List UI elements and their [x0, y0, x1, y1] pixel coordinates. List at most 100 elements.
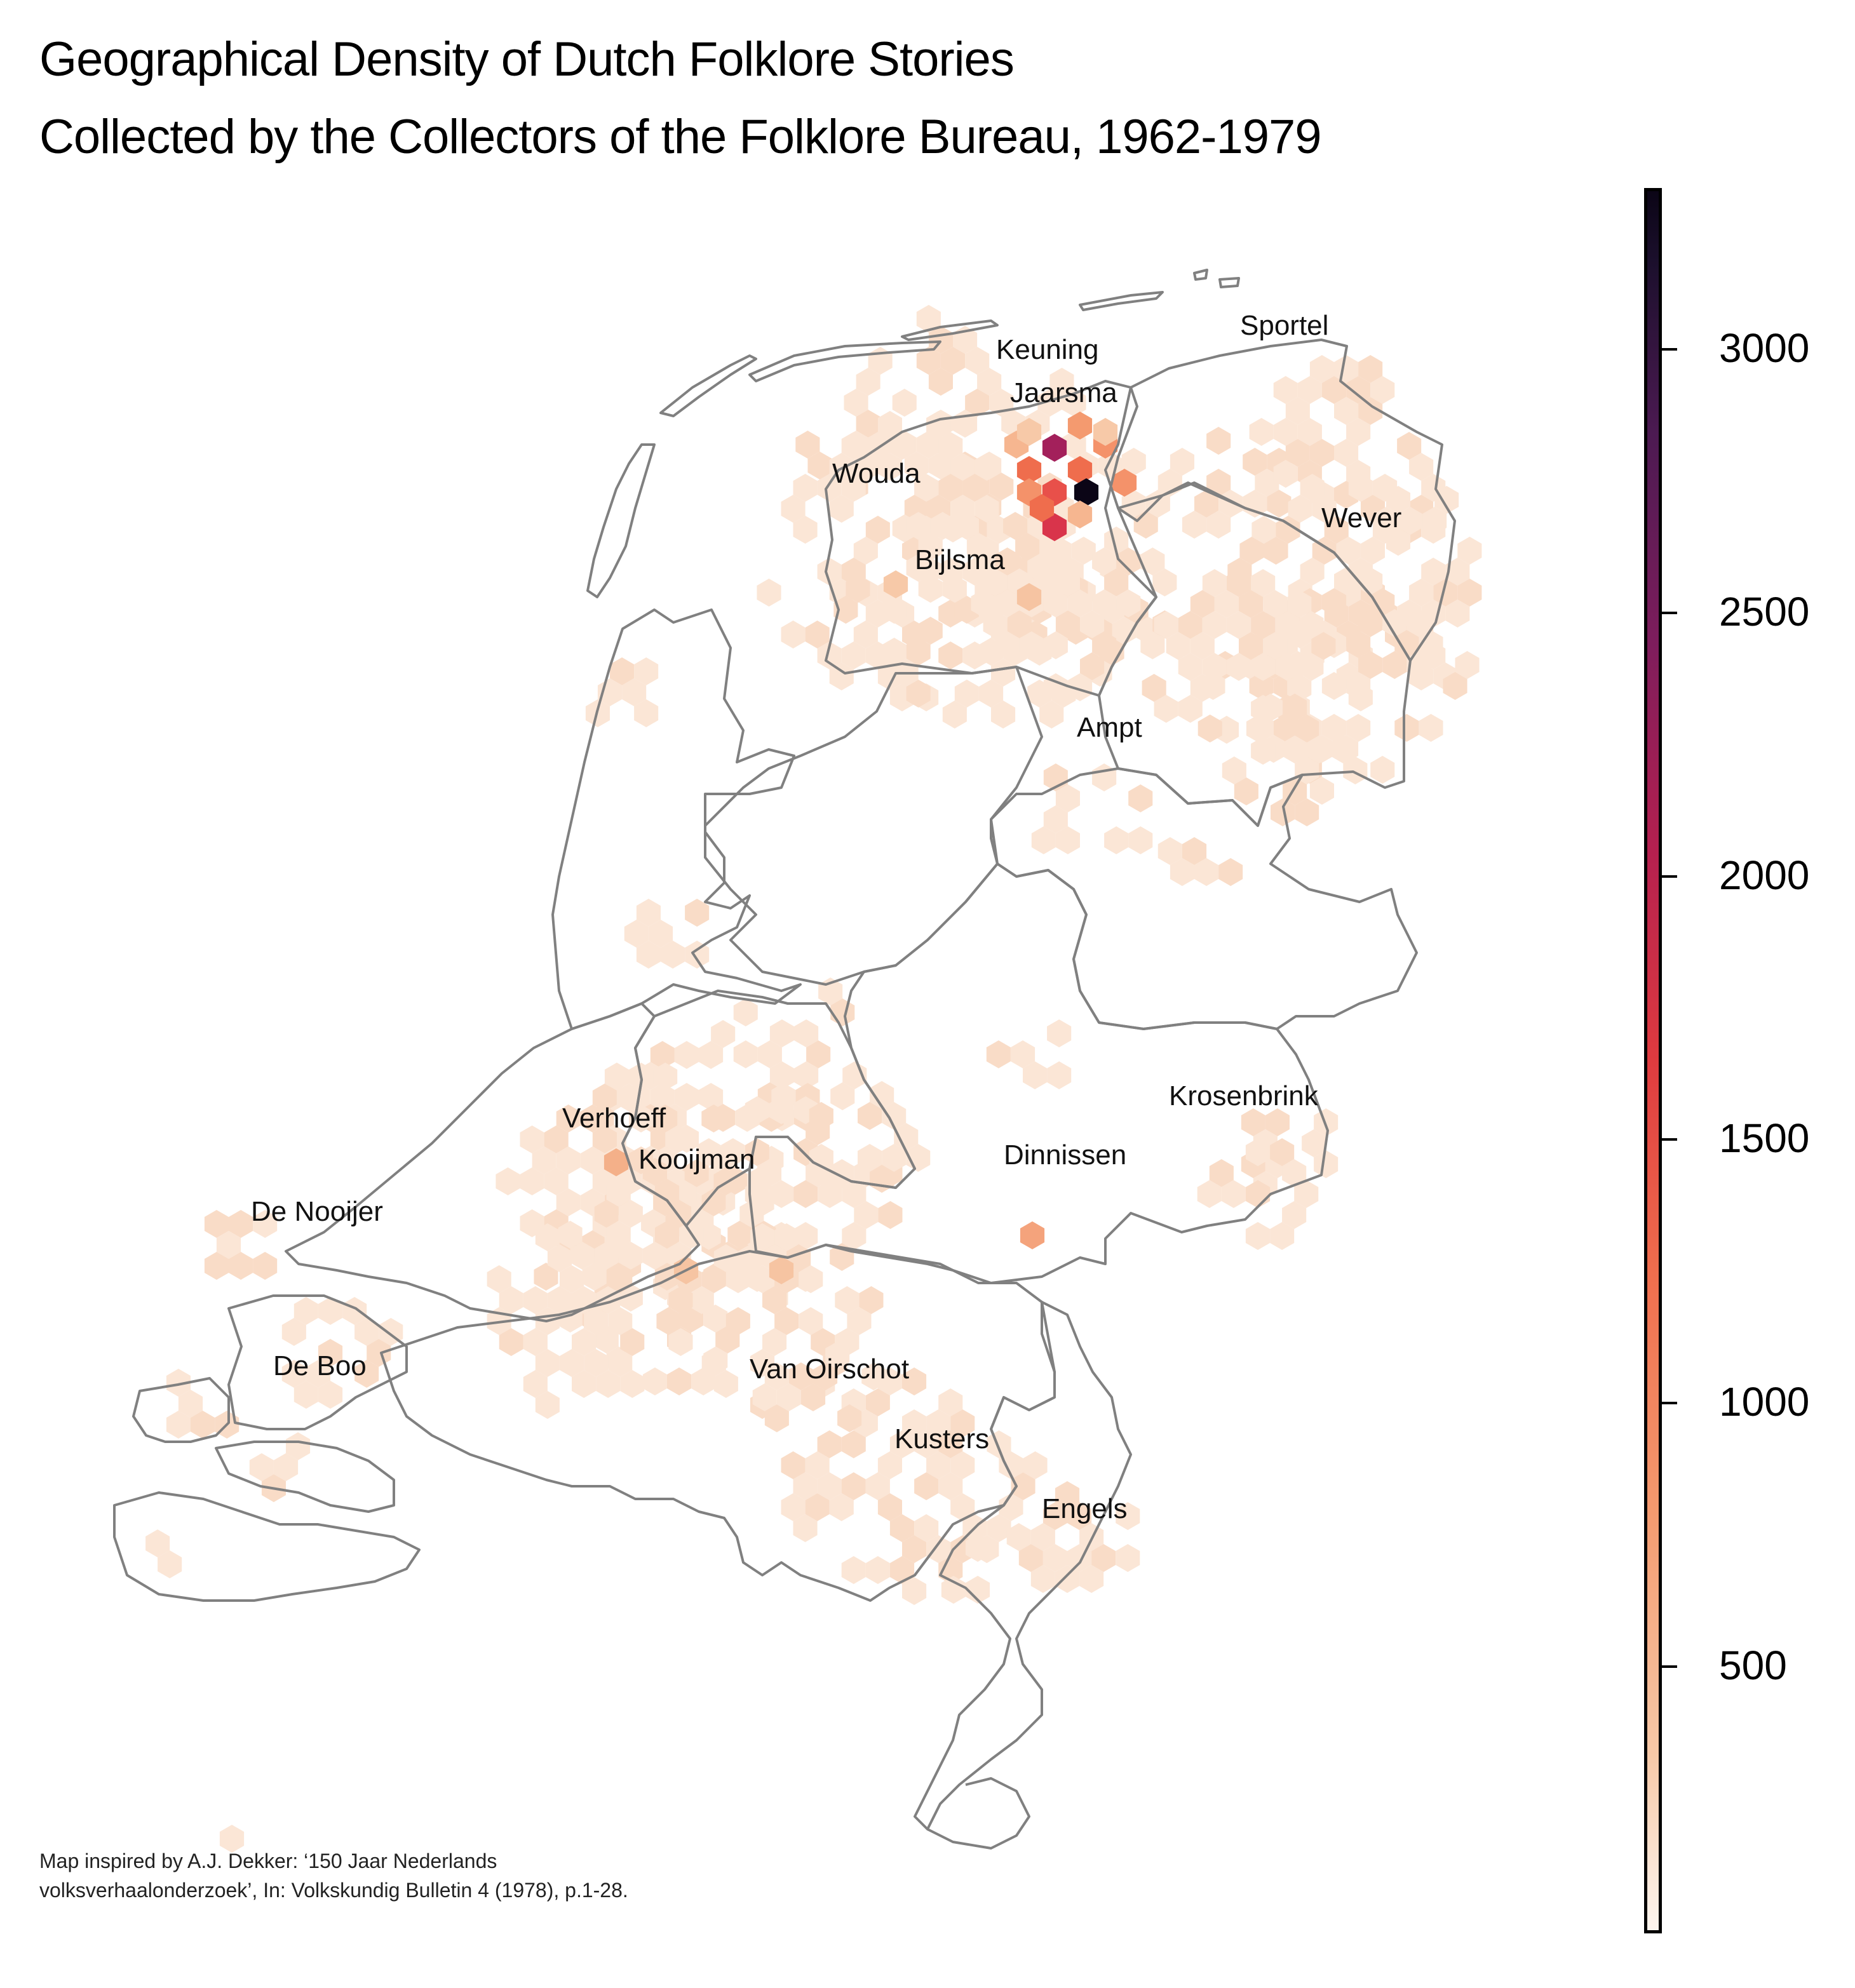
hexbin: [1190, 590, 1215, 618]
hexbin: [1197, 715, 1222, 742]
hexbin: [1314, 1150, 1339, 1178]
hexbin: [799, 1307, 823, 1335]
hexbin: [1309, 355, 1334, 383]
hexbin: [293, 1297, 318, 1325]
hexbin: [1218, 858, 1243, 886]
hexbin: [764, 1404, 789, 1432]
hexbin: [1321, 376, 1347, 404]
hexbin: [882, 638, 907, 666]
hexbin: [995, 547, 1020, 575]
hexbin: [817, 558, 842, 586]
hexbin: [556, 1188, 581, 1216]
hexbin: [986, 1040, 1011, 1068]
border-zeeland-islands: [227, 1294, 408, 1430]
hexbin: [841, 474, 866, 502]
hexbin: [699, 1041, 724, 1069]
hexbin: [520, 1125, 544, 1153]
hexbin: [829, 495, 854, 523]
hexbin: [954, 680, 979, 708]
hexbin: [889, 432, 915, 460]
hexbin: [1271, 798, 1295, 826]
hexbin: [1049, 368, 1074, 396]
hexbin: [894, 1123, 919, 1151]
hexbin: [1270, 1138, 1295, 1166]
hexbin: [859, 1286, 884, 1314]
hexbin: [580, 1105, 605, 1132]
hexbin: [926, 1535, 951, 1563]
hexbin: [499, 1286, 523, 1314]
hexbin: [794, 1061, 819, 1089]
hexbin: [904, 452, 929, 480]
hexbin: [1019, 631, 1044, 659]
hexbin: [793, 474, 818, 502]
hexbin: [1209, 1159, 1234, 1187]
hexbin: [1079, 1565, 1104, 1593]
hexbin: [1018, 1544, 1043, 1572]
hexbin: [685, 941, 710, 969]
hexbin: [1299, 653, 1324, 681]
hexbin: [1346, 376, 1371, 404]
label-sportel: Sportel: [1240, 310, 1328, 341]
hexbin: [1222, 756, 1246, 784]
border-limburg: [914, 1301, 1132, 1830]
hexbin: [1140, 547, 1165, 575]
hexbin: [813, 1362, 838, 1390]
hexbin: [1358, 397, 1383, 425]
hexbin: [535, 1223, 560, 1251]
hexbin: [1419, 714, 1443, 742]
border-groningen: [1104, 339, 1456, 662]
hexbin: [1166, 632, 1191, 660]
hexbin: [1092, 763, 1117, 791]
hexbin: [856, 410, 880, 438]
island-texel: [586, 443, 656, 598]
hexbin: [559, 1265, 584, 1293]
hexbin: [487, 1265, 511, 1293]
hexbin: [653, 1105, 678, 1132]
hexbin: [684, 1159, 709, 1187]
hexbin: [636, 899, 661, 927]
netherlands-map: Sportel Keuning Jaarsma Wouda Wever Bijl…: [113, 269, 1482, 1853]
hexbin: [916, 347, 941, 375]
hexbin: [1093, 418, 1118, 446]
hexbin: [788, 1362, 813, 1390]
hexbin: [821, 1165, 846, 1193]
label-de-nooijer: De Nooijer: [251, 1196, 383, 1227]
hexbin: [1016, 418, 1042, 446]
hexbin: [1030, 1523, 1055, 1551]
hexbin: [795, 431, 820, 459]
hexbin: [1098, 452, 1123, 480]
hexbin: [616, 1084, 642, 1112]
hexbin: [1128, 826, 1153, 854]
hexbin: [523, 1370, 548, 1398]
hexbin: [793, 1180, 818, 1208]
hexbin: [191, 1411, 215, 1439]
hexbin: [853, 537, 878, 565]
hexbin: [825, 1341, 850, 1369]
hexbin: [733, 998, 758, 1026]
border-noord-holland: [551, 608, 802, 1030]
hexbin: [253, 1252, 278, 1280]
hexbin: [1234, 777, 1258, 805]
hexbin: [713, 1167, 738, 1195]
hexbin: [584, 1307, 609, 1335]
hexbin: [544, 1125, 569, 1153]
hexbin: [1182, 837, 1207, 865]
hexbin: [918, 533, 943, 561]
colorbar-tick: [1662, 1665, 1677, 1669]
hexbin: [995, 589, 1020, 617]
hexbin: [865, 516, 890, 544]
hexbin: [1422, 507, 1447, 535]
hexbin: [1434, 486, 1459, 514]
hexbin: [668, 1328, 693, 1356]
hexbin: [926, 1409, 951, 1437]
hexbin: [1011, 1472, 1035, 1500]
hexbin: [727, 1221, 752, 1249]
hexbin: [1299, 611, 1324, 639]
hexbin: [1194, 858, 1219, 886]
hexbin: [642, 1367, 667, 1395]
label-de-boo: De Boo: [273, 1350, 367, 1381]
hexbin: [204, 1210, 229, 1238]
hexbin: [1178, 653, 1203, 681]
hexbin: [1370, 756, 1395, 784]
hexbin: [757, 579, 781, 607]
